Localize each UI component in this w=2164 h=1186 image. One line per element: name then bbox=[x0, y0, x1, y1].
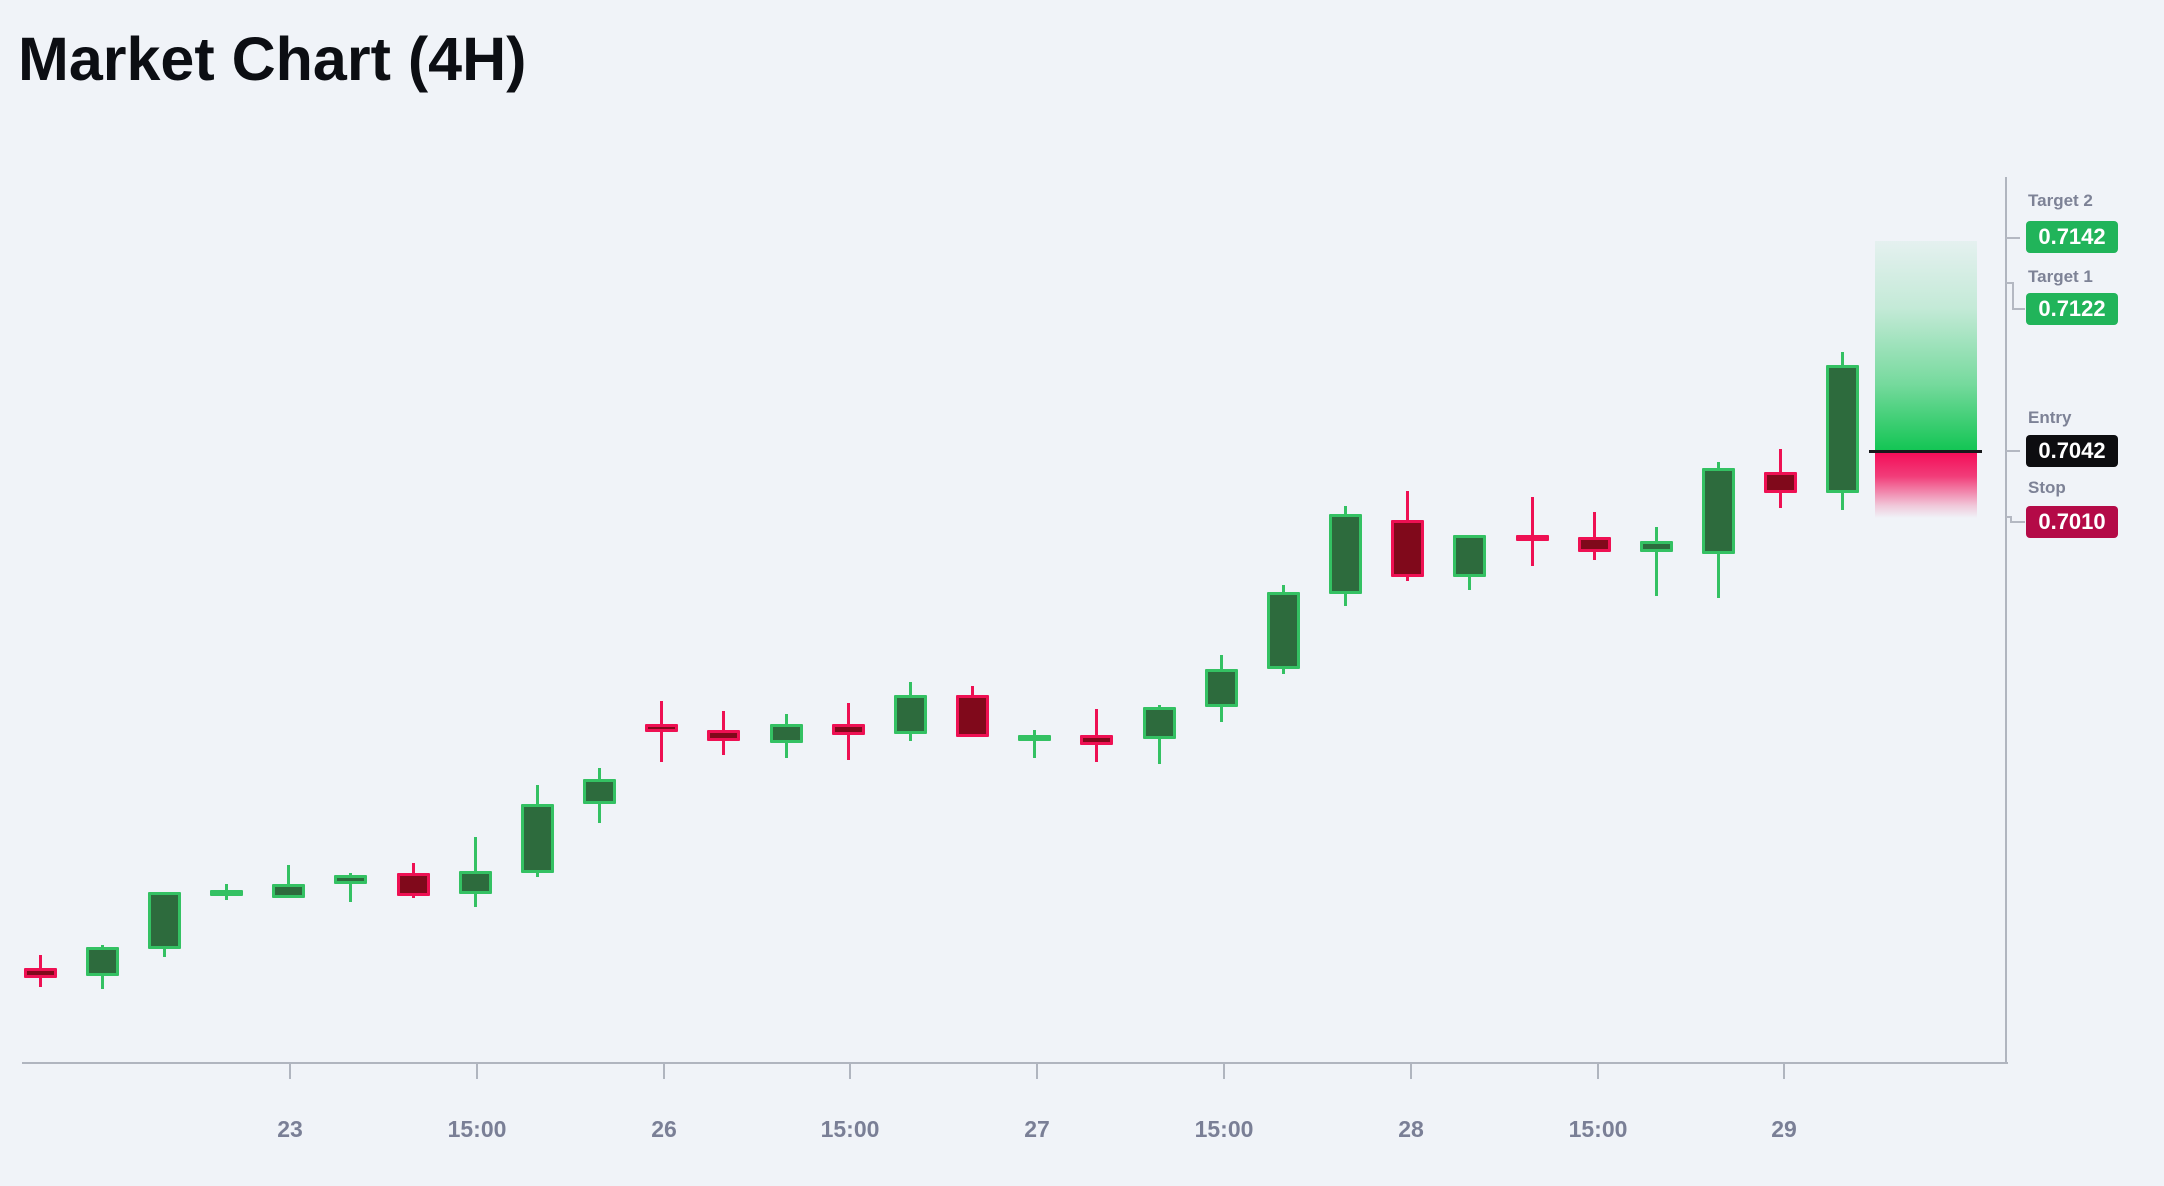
x-axis-tick-label: 15:00 bbox=[820, 1116, 880, 1142]
candle-wick bbox=[1592, 511, 1596, 561]
target2-connector bbox=[2006, 237, 2020, 239]
candle-body bbox=[893, 694, 927, 735]
candle-body bbox=[210, 889, 243, 897]
stop-price-badge: 0.7010 bbox=[2026, 506, 2118, 538]
entry-label: Entry bbox=[2028, 408, 2072, 427]
candle-body bbox=[1639, 541, 1673, 552]
x-axis-tick-label: 15:00 bbox=[1194, 1116, 1254, 1142]
candle-body bbox=[1764, 472, 1798, 493]
stop-connector bbox=[2006, 516, 2012, 518]
target1-label: Target 1 bbox=[2028, 267, 2093, 286]
target2-price-badge: 0.7142 bbox=[2026, 221, 2118, 253]
stop-connector bbox=[2010, 516, 2012, 523]
x-axis-tick bbox=[663, 1064, 665, 1079]
target1-connector bbox=[2012, 308, 2025, 310]
stop-connector bbox=[2010, 521, 2025, 523]
candle-body bbox=[1453, 535, 1487, 577]
candle-body bbox=[334, 875, 368, 884]
entry-connector bbox=[2006, 450, 2020, 452]
candle-body bbox=[1391, 520, 1425, 577]
candle-body bbox=[458, 871, 492, 895]
x-axis-tick-label: 15:00 bbox=[1568, 1116, 1628, 1142]
x-axis-tick-label: 29 bbox=[1771, 1116, 1797, 1142]
x-axis-tick bbox=[1223, 1064, 1225, 1079]
candle-body bbox=[1329, 514, 1363, 594]
candle-body bbox=[956, 694, 990, 737]
x-axis-tick bbox=[1597, 1064, 1599, 1079]
candle-body bbox=[1702, 467, 1736, 554]
x-axis-tick-label: 15:00 bbox=[447, 1116, 507, 1142]
candle-wick bbox=[1654, 526, 1658, 596]
candle-body bbox=[583, 778, 617, 804]
candle-wick bbox=[1033, 730, 1037, 758]
chart-title: Market Chart (4H) bbox=[18, 25, 527, 93]
candle-body bbox=[147, 892, 181, 949]
entry-price-line bbox=[1869, 449, 1982, 453]
candle-wick bbox=[287, 864, 291, 899]
candle-body bbox=[1826, 364, 1860, 493]
candle-body bbox=[1142, 707, 1176, 739]
candle-body bbox=[769, 724, 803, 743]
x-axis-tick-label: 28 bbox=[1398, 1116, 1424, 1142]
x-axis-tick bbox=[1783, 1064, 1785, 1079]
candle-body bbox=[707, 730, 741, 741]
candle-body bbox=[831, 724, 865, 735]
candle-body bbox=[23, 967, 57, 979]
x-axis-tick-label: 27 bbox=[1024, 1116, 1050, 1142]
target1-connector bbox=[2006, 282, 2014, 284]
candle-body bbox=[85, 946, 119, 976]
x-axis-tick bbox=[1036, 1064, 1038, 1079]
x-axis-tick bbox=[476, 1064, 478, 1079]
candle-body bbox=[1577, 537, 1611, 552]
x-axis-tick-label: 26 bbox=[651, 1116, 677, 1142]
candle-body bbox=[1080, 734, 1114, 745]
x-axis-tick bbox=[289, 1064, 291, 1079]
candle-wick bbox=[1530, 497, 1534, 567]
candle-body bbox=[1204, 669, 1238, 708]
candle-body bbox=[1018, 734, 1052, 741]
target2-label: Target 2 bbox=[2028, 191, 2093, 210]
stop-zone-red bbox=[1875, 451, 1977, 519]
candle-body bbox=[645, 724, 679, 733]
candle-body bbox=[520, 803, 554, 874]
target-zone-green bbox=[1875, 241, 1977, 451]
candle-wick bbox=[349, 873, 353, 903]
x-axis-line bbox=[22, 1062, 2008, 1064]
target1-price-badge: 0.7122 bbox=[2026, 293, 2118, 325]
candle-body bbox=[396, 873, 430, 897]
entry-price-badge: 0.7042 bbox=[2026, 435, 2118, 467]
stop-label: Stop bbox=[2028, 478, 2066, 497]
candle-body bbox=[272, 883, 306, 899]
candle-body bbox=[1515, 535, 1549, 541]
x-axis-tick bbox=[849, 1064, 851, 1079]
candle-body bbox=[1266, 591, 1300, 670]
price-axis-line bbox=[2005, 177, 2007, 1064]
x-axis-tick-label: 23 bbox=[277, 1116, 303, 1142]
target1-connector bbox=[2012, 282, 2014, 310]
x-axis-tick bbox=[1410, 1064, 1412, 1079]
